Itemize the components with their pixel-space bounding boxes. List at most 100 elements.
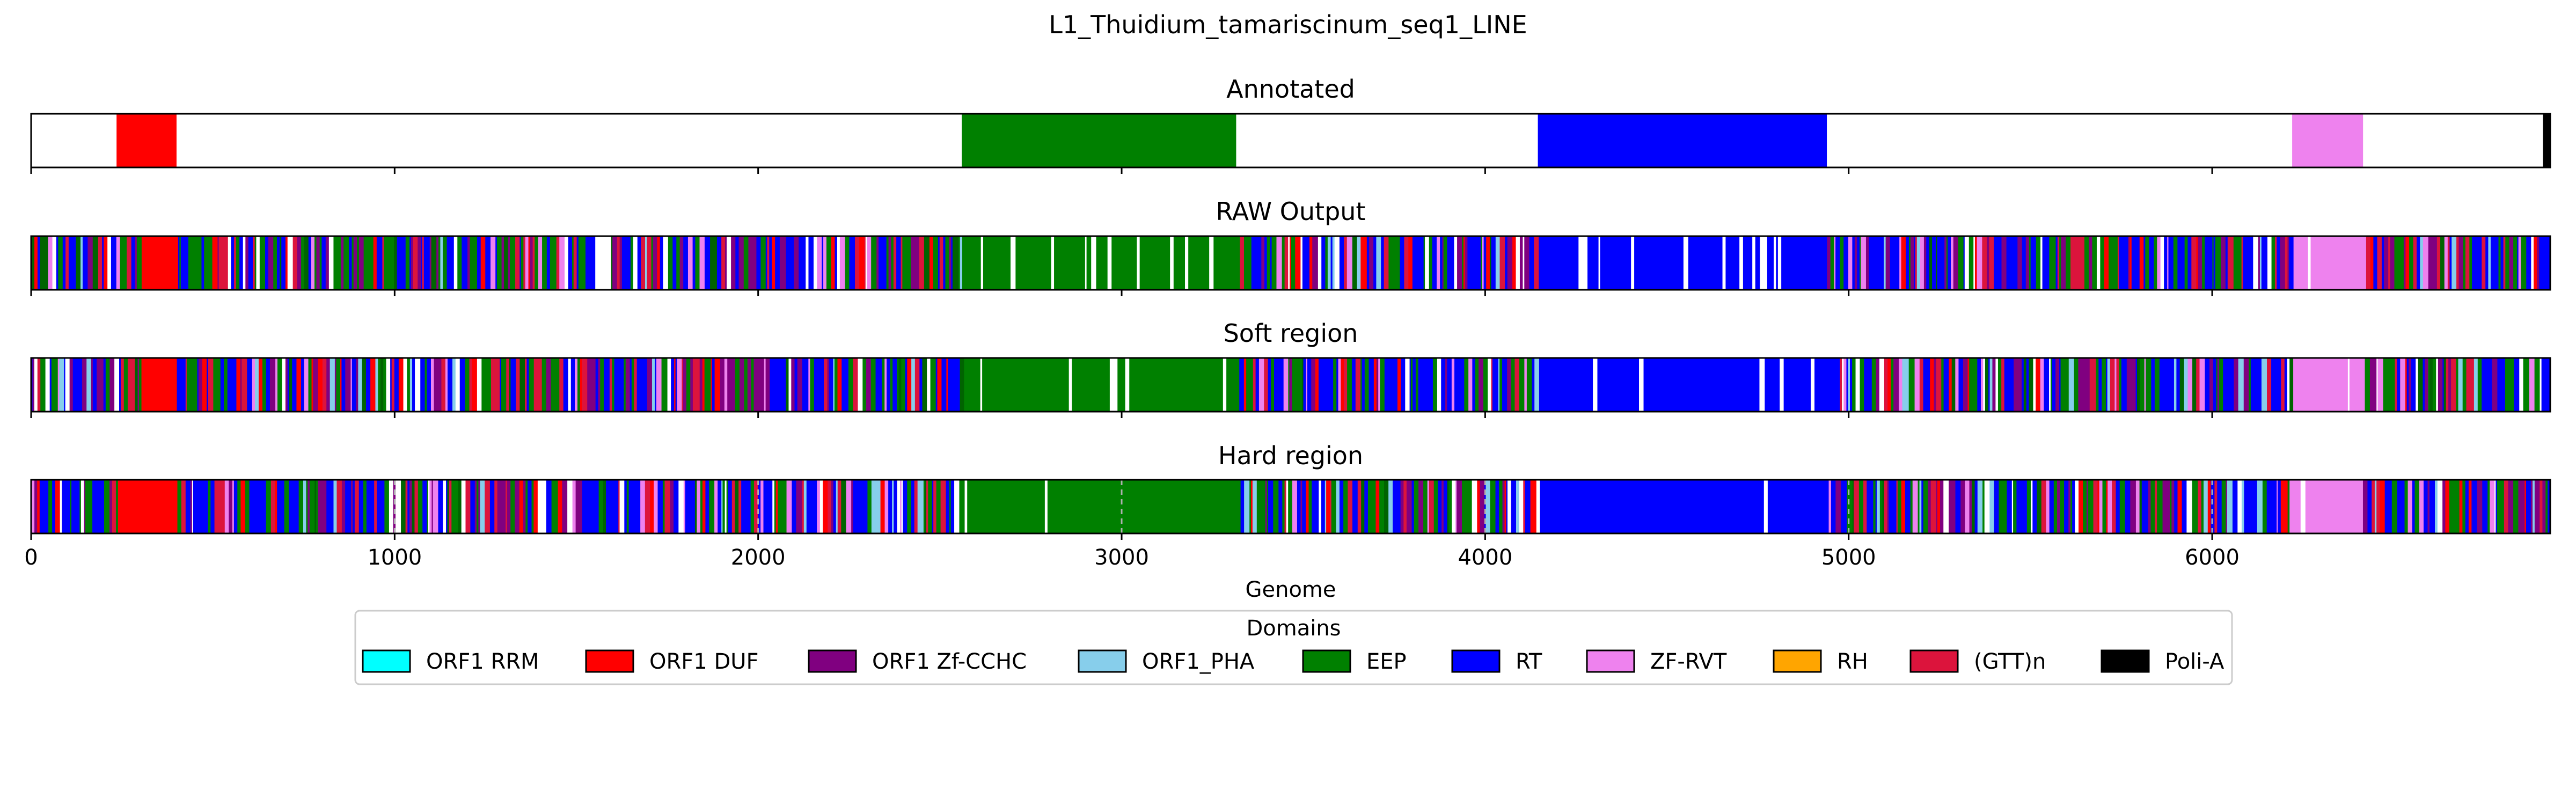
prediction-stripe	[1414, 480, 1419, 533]
prediction-stripe	[70, 480, 72, 533]
prediction-stripe	[1292, 480, 1298, 533]
prediction-stripe	[2340, 236, 2346, 290]
prediction-stripe	[1581, 358, 1587, 412]
prediction-stripe	[1442, 236, 1444, 290]
prediction-stripe	[1041, 480, 1044, 533]
prediction-stripe	[1660, 480, 1665, 533]
prediction-stripe	[1675, 358, 1680, 412]
legend-entry: Poli-A	[2101, 649, 2224, 674]
prediction-stripe	[162, 480, 164, 533]
prediction-stripe	[1755, 236, 1758, 290]
prediction-stripe	[1178, 480, 1183, 533]
prediction-stripe	[1850, 480, 1853, 533]
prediction-stripe	[2533, 480, 2535, 533]
annotated-segment	[2543, 114, 2550, 167]
prediction-stripe	[1276, 236, 1283, 290]
prediction-stripe	[1232, 358, 1236, 412]
prediction-stripe	[2326, 358, 2329, 412]
prediction-stripe	[2358, 358, 2361, 412]
prediction-stripe	[802, 358, 806, 412]
prediction-stripe	[1366, 236, 1370, 290]
prediction-stripe	[724, 358, 728, 412]
prediction-stripe	[1891, 358, 1894, 412]
prediction-stripe	[2534, 358, 2541, 412]
prediction-stripe	[1008, 480, 1012, 533]
prediction-stripe	[1989, 480, 1995, 533]
prediction-stripe	[1597, 358, 1602, 412]
prediction-stripe	[967, 358, 972, 412]
prediction-stripe	[1472, 480, 1477, 533]
prediction-stripe	[1625, 236, 1630, 290]
prediction-stripe	[1516, 480, 1520, 533]
prediction-stripe	[553, 480, 559, 533]
prediction-stripe	[2304, 358, 2309, 412]
prediction-stripe	[2183, 358, 2185, 412]
prediction-stripe	[1512, 236, 1517, 290]
prediction-stripe	[151, 480, 156, 533]
panel-background	[31, 114, 2550, 167]
prediction-stripe	[208, 358, 214, 412]
prediction-stripe	[2088, 480, 2094, 533]
prediction-stripe	[1122, 480, 1125, 533]
prediction-stripe	[1809, 358, 1811, 412]
prediction-stripe	[51, 358, 56, 412]
prediction-stripe	[1451, 236, 1455, 290]
prediction-stripe	[1868, 358, 1872, 412]
prediction-stripe	[1454, 358, 1460, 412]
prediction-stripe	[970, 236, 974, 290]
prediction-stripe	[147, 480, 149, 533]
prediction-stripe	[875, 480, 881, 533]
prediction-stripe	[664, 480, 669, 533]
prediction-stripe	[474, 480, 477, 533]
prediction-stripe	[2380, 480, 2385, 533]
panel-frame	[30, 357, 2551, 413]
prediction-stripe	[920, 480, 924, 533]
prediction-stripe	[741, 480, 747, 533]
prediction-stripe	[2216, 236, 2221, 290]
prediction-stripe	[2428, 236, 2434, 290]
prediction-stripe	[1288, 480, 1293, 533]
prediction-stripe	[256, 236, 260, 290]
prediction-stripe	[2497, 358, 2501, 412]
prediction-stripe	[2182, 236, 2185, 290]
prediction-stripe	[1985, 358, 1989, 412]
prediction-stripe	[1530, 480, 1535, 533]
prediction-stripe	[690, 480, 696, 533]
prediction-stripe	[1395, 236, 1401, 290]
prediction-stripe	[1033, 358, 1037, 412]
prediction-stripe	[414, 480, 419, 533]
prediction-stripe	[451, 480, 457, 533]
prediction-stripe	[1781, 236, 1787, 290]
prediction-stripe	[1860, 236, 1862, 290]
prediction-stripe	[366, 480, 368, 533]
prediction-stripe	[2143, 236, 2146, 290]
prediction-stripe	[394, 358, 399, 412]
prediction-stripe	[1923, 480, 1929, 533]
prediction-stripe	[92, 358, 97, 412]
prediction-stripe	[1662, 236, 1664, 290]
prediction-stripe	[358, 358, 363, 412]
prediction-stripe	[384, 480, 390, 533]
prediction-stripe	[2336, 480, 2339, 533]
prediction-stripe	[1797, 480, 1802, 533]
prediction-stripe	[572, 480, 576, 533]
prediction-stripe	[2040, 236, 2043, 290]
prediction-stripe	[31, 236, 35, 290]
prediction-stripe	[1743, 358, 1746, 412]
prediction-stripe	[2165, 358, 2168, 412]
prediction-stripe	[2029, 358, 2034, 412]
prediction-stripe	[158, 236, 162, 290]
prediction-stripe	[1251, 236, 1256, 290]
prediction-stripe	[2174, 480, 2178, 533]
prediction-stripe	[453, 236, 458, 290]
prediction-stripe	[233, 480, 238, 533]
prediction-stripe	[568, 236, 570, 290]
prediction-stripe	[1591, 358, 1593, 412]
prediction-stripe	[515, 236, 520, 290]
prediction-stripe	[353, 236, 357, 290]
prediction-stripe	[86, 358, 92, 412]
prediction-stripe	[316, 480, 318, 533]
prediction-stripe	[2237, 480, 2242, 533]
prediction-stripe	[1256, 480, 1263, 533]
prediction-stripe	[2322, 236, 2328, 290]
